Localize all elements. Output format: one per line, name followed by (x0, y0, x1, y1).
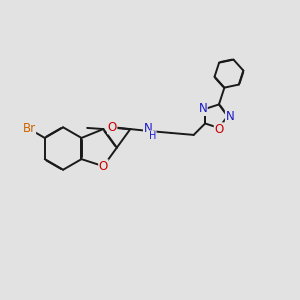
Text: Br: Br (22, 122, 35, 135)
Text: O: O (214, 123, 224, 136)
Text: N: N (198, 102, 207, 116)
Text: H: H (149, 130, 156, 141)
Text: O: O (99, 160, 108, 173)
Text: O: O (108, 121, 117, 134)
Text: N: N (226, 110, 234, 123)
Text: N: N (143, 122, 152, 135)
